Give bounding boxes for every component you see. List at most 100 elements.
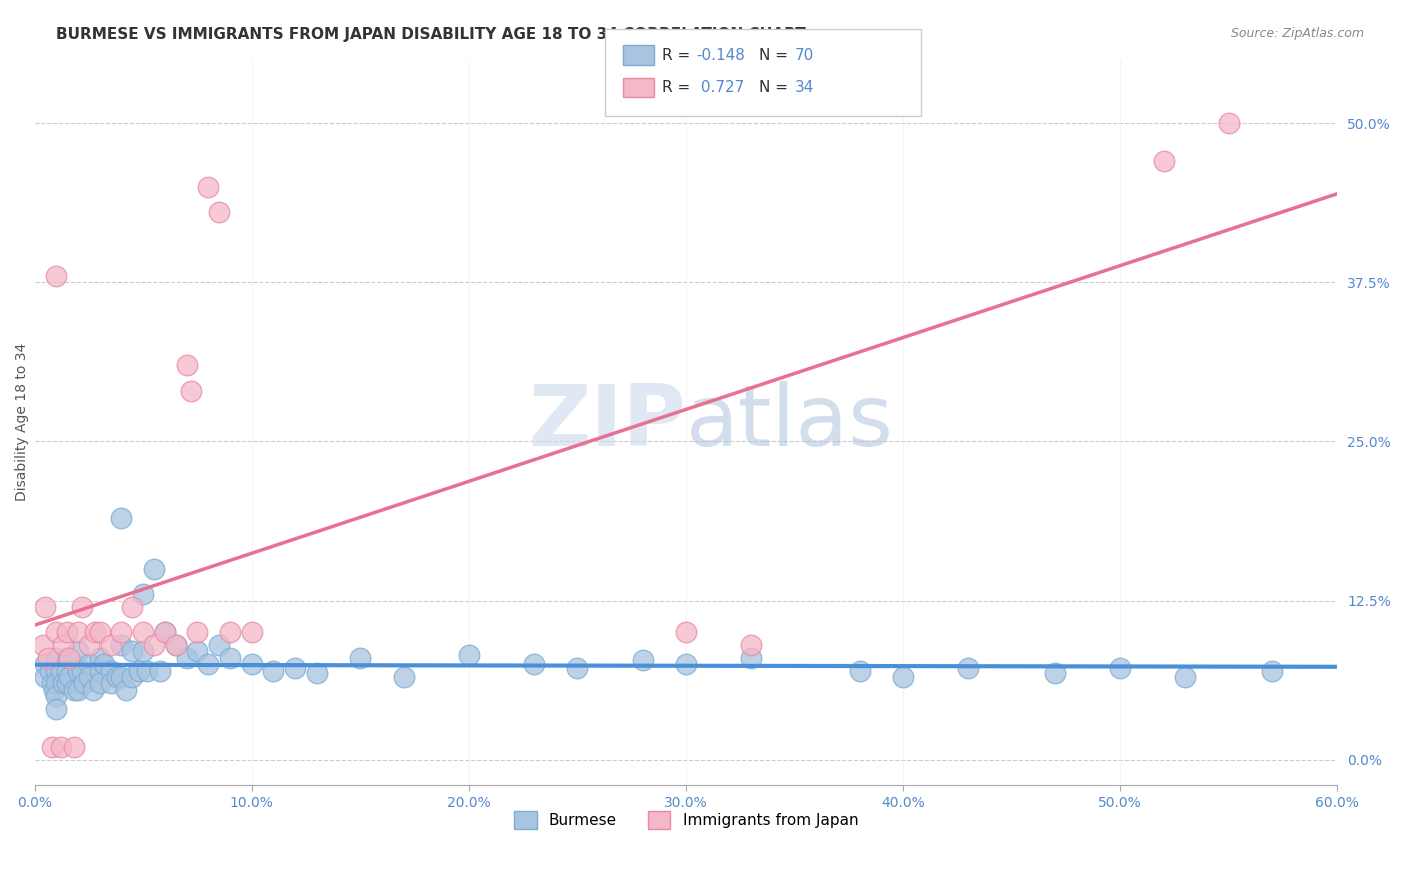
Point [165,638,187,652]
Point [1174,670,1197,684]
Point [45,650,67,665]
Y-axis label: Disability Age 18 to 34: Disability Age 18 to 34 [15,343,30,501]
Point [1153,154,1175,169]
Point [176,650,198,665]
Point [197,180,219,194]
Point [114,682,136,697]
Text: Source: ZipAtlas.com: Source: ZipAtlas.com [1230,27,1364,40]
Text: 34: 34 [794,80,814,95]
Point [957,661,980,675]
Point [110,670,132,684]
Text: N =: N = [759,80,793,95]
Point [675,657,697,672]
Point [305,666,328,681]
Point [186,644,208,658]
Point [62,682,84,697]
Point [132,587,155,601]
Point [180,384,202,398]
Point [62,739,84,754]
Point [41,676,63,690]
Point [56,664,79,678]
Text: R =: R = [662,48,696,62]
Point [176,358,198,372]
Point [392,670,415,684]
Point [100,676,122,690]
Point [34,599,56,614]
Point [219,625,242,640]
Point [66,625,89,640]
Point [848,664,870,678]
Point [1043,666,1066,681]
Point [100,638,122,652]
Point [72,599,94,614]
Point [42,682,65,697]
Point [45,664,67,678]
Point [132,625,155,640]
Point [153,625,176,640]
Point [675,625,697,640]
Point [45,702,67,716]
Point [262,664,284,678]
Point [165,638,187,652]
Point [89,664,111,678]
Point [631,653,654,667]
Point [197,657,219,672]
Point [41,739,63,754]
Point [132,644,155,658]
Point [136,664,159,678]
Point [93,657,115,672]
Point [32,638,55,652]
Text: 70: 70 [794,48,814,62]
Point [457,648,479,663]
Point [128,664,150,678]
Point [110,510,132,524]
Point [121,599,143,614]
Point [143,638,166,652]
Point [56,625,79,640]
Text: N =: N = [759,48,793,62]
Point [1261,664,1284,678]
Point [52,676,75,690]
Point [219,650,242,665]
Point [77,638,100,652]
Point [110,638,132,652]
Point [45,268,67,283]
Point [208,638,231,652]
Text: R =: R = [662,80,696,95]
Point [58,670,80,684]
Point [349,650,371,665]
Point [121,644,143,658]
Point [52,638,75,652]
Point [38,664,60,678]
Point [89,676,111,690]
Point [100,664,122,678]
Point [84,625,107,640]
Point [105,670,128,684]
Point [121,670,143,684]
Point [740,638,762,652]
Point [1218,116,1240,130]
Point [143,562,166,576]
Point [45,625,67,640]
Point [186,625,208,640]
Point [72,664,94,678]
Point [66,664,89,678]
Point [149,664,172,678]
Point [89,625,111,640]
Point [153,625,176,640]
Point [56,650,79,665]
Text: atlas: atlas [686,381,894,464]
Point [89,650,111,665]
Point [1109,661,1132,675]
Legend: Burmese, Immigrants from Japan: Burmese, Immigrants from Japan [508,805,865,836]
Point [49,664,72,678]
Point [56,676,79,690]
Point [73,676,96,690]
Text: -0.148: -0.148 [696,48,745,62]
Point [523,657,546,672]
Point [34,657,56,672]
Text: BURMESE VS IMMIGRANTS FROM JAPAN DISABILITY AGE 18 TO 34 CORRELATION CHART: BURMESE VS IMMIGRANTS FROM JAPAN DISABIL… [56,27,806,42]
Point [77,657,100,672]
Point [110,625,132,640]
Point [49,739,72,754]
